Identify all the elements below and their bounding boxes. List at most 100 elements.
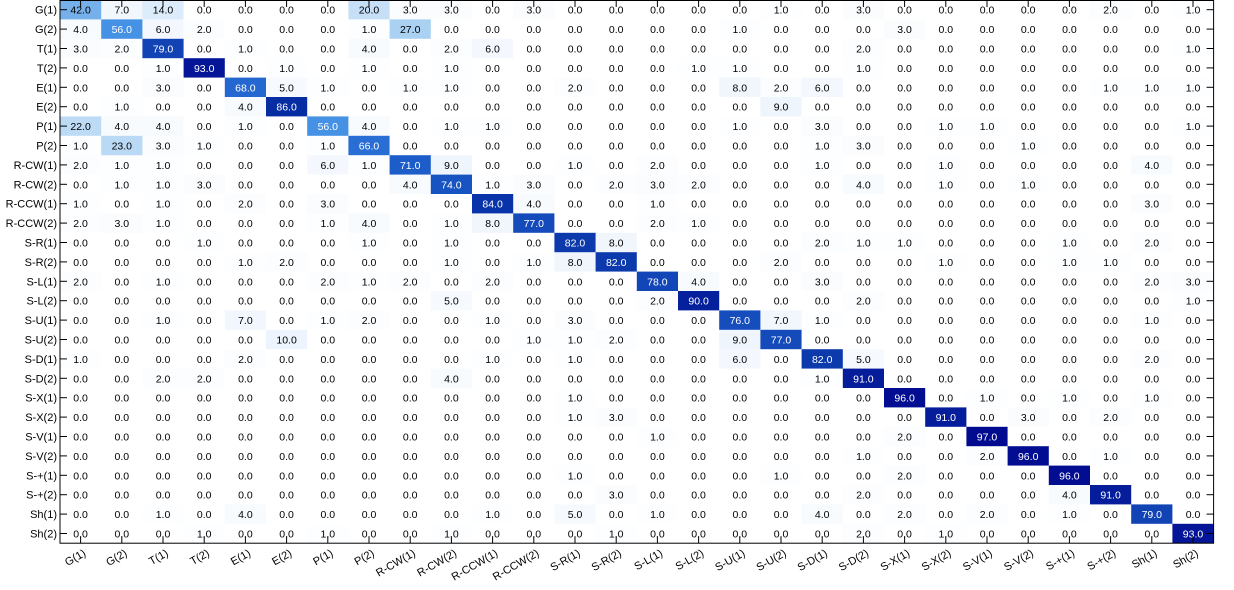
cell-value: 0.0 (1103, 141, 1118, 153)
cell-value: 2.0 (856, 529, 871, 541)
cell-value: 0.0 (1103, 315, 1118, 327)
cell-value: 0.0 (980, 44, 995, 56)
x-tick-label: S-R(2) (590, 547, 624, 574)
heatmap-cell (966, 368, 1008, 389)
cell-value: 2.0 (980, 509, 995, 521)
cell-value: 0.0 (526, 102, 541, 114)
cell-value: 1.0 (485, 121, 500, 133)
heatmap-cell (595, 407, 638, 428)
cell-value: 2.0 (650, 160, 665, 172)
cell-value: 0.0 (815, 44, 830, 56)
cell-value: 4.0 (403, 179, 418, 191)
heatmap-cell (1007, 155, 1050, 175)
cell-value: 0.0 (568, 24, 583, 36)
cell-value: 1.0 (815, 315, 830, 327)
heatmap-cell (760, 523, 802, 544)
heatmap-cell (266, 291, 308, 311)
heatmap-cell (760, 291, 802, 311)
cell-value: 0.0 (609, 24, 624, 36)
heatmap-cell (678, 38, 720, 59)
heatmap-cell (101, 213, 143, 234)
heatmap-cell (678, 135, 720, 156)
cell-value: 2.0 (897, 470, 912, 482)
heatmap-cell (224, 174, 267, 195)
heatmap-cell (1048, 465, 1091, 486)
heatmap-cell (183, 77, 226, 98)
cell-value: 6.0 (485, 44, 500, 56)
cell-value: 0.0 (609, 315, 624, 327)
cell-value: 0.0 (238, 296, 253, 308)
heatmap-cell (554, 504, 596, 525)
heatmap-cell (348, 291, 390, 311)
y-tick-label: S-X(1) (25, 393, 57, 405)
heatmap-cell (472, 155, 514, 175)
cell-value: 77.0 (771, 335, 792, 347)
heatmap-cell (1131, 388, 1173, 408)
heatmap-cell (430, 135, 473, 156)
heatmap-cell (1131, 291, 1173, 311)
cell-value: 0.0 (156, 432, 171, 444)
heatmap-cell (1007, 38, 1050, 59)
heatmap-cell (1007, 77, 1050, 98)
cell-value: 0.0 (1186, 490, 1201, 502)
heatmap-cell (266, 97, 308, 117)
cell-value: 0.0 (320, 393, 335, 405)
heatmap-cell (266, 155, 308, 175)
heatmap-cell (1007, 407, 1050, 428)
heatmap-cell (101, 77, 143, 98)
cell-value: 0.0 (1062, 432, 1077, 444)
cell-value: 0.0 (938, 199, 953, 211)
cell-value: 0.0 (1103, 335, 1118, 347)
heatmap-cell (1007, 446, 1050, 466)
cell-value: 0.0 (1186, 393, 1201, 405)
cell-value: 0.0 (1021, 373, 1036, 385)
cell-value: 93.0 (194, 63, 215, 75)
heatmap-cell (389, 349, 432, 369)
heatmap-cell (678, 252, 720, 272)
heatmap-cells: 42.0 7.0 14.0 0.0 0.0 0.0 0.0 20.0 3.0 3.0 0.0 3.0 0… (60, 0, 1214, 544)
heatmap-cell (1048, 232, 1091, 253)
cell-value: 0.0 (815, 218, 830, 230)
cell-value: 77.0 (524, 218, 545, 230)
heatmap-cell (678, 504, 720, 525)
heatmap-cell (183, 19, 226, 40)
cell-value: 3.0 (156, 82, 171, 94)
heatmap-cell (1131, 465, 1173, 486)
heatmap-cell (513, 310, 555, 331)
cell-value: 0.0 (650, 238, 665, 250)
heatmap-cell (183, 485, 226, 505)
cell-value: 0.0 (774, 354, 789, 366)
heatmap-cell (925, 97, 967, 117)
heatmap-cell (307, 523, 349, 544)
heatmap-cell (142, 252, 184, 272)
cell-value: 0.0 (609, 121, 624, 133)
heatmap-cell (60, 232, 102, 253)
heatmap-cell (1007, 349, 1050, 369)
cell-value: 3.0 (1186, 276, 1201, 288)
cell-value: 0.0 (403, 218, 418, 230)
cell-value: 0.0 (1021, 490, 1036, 502)
heatmap-cell (554, 194, 596, 214)
heatmap-cell (801, 446, 844, 466)
heatmap-cell (348, 213, 390, 234)
cell-value: 0.0 (897, 315, 912, 327)
cell-value: 0.0 (1103, 509, 1118, 521)
cell-value: 0.0 (774, 238, 789, 250)
cell-value: 2.0 (568, 82, 583, 94)
heatmap-cell (142, 426, 184, 447)
heatmap-cell (719, 368, 761, 389)
cell-value: 42.0 (70, 5, 91, 17)
cell-value: 0.0 (156, 490, 171, 502)
cell-value: 0.0 (362, 470, 377, 482)
heatmap-cell (595, 465, 638, 486)
heatmap-cell (1007, 232, 1050, 253)
heatmap-cell (884, 174, 926, 195)
cell-value: 0.0 (73, 179, 88, 191)
heatmap-cell (183, 388, 226, 408)
cell-value: 0.0 (774, 509, 789, 521)
cell-value: 0.0 (362, 354, 377, 366)
cell-value: 0.0 (650, 257, 665, 269)
cell-value: 0.0 (485, 296, 500, 308)
cell-value: 2.0 (1144, 238, 1159, 250)
cell-value: 0.0 (1186, 179, 1201, 191)
